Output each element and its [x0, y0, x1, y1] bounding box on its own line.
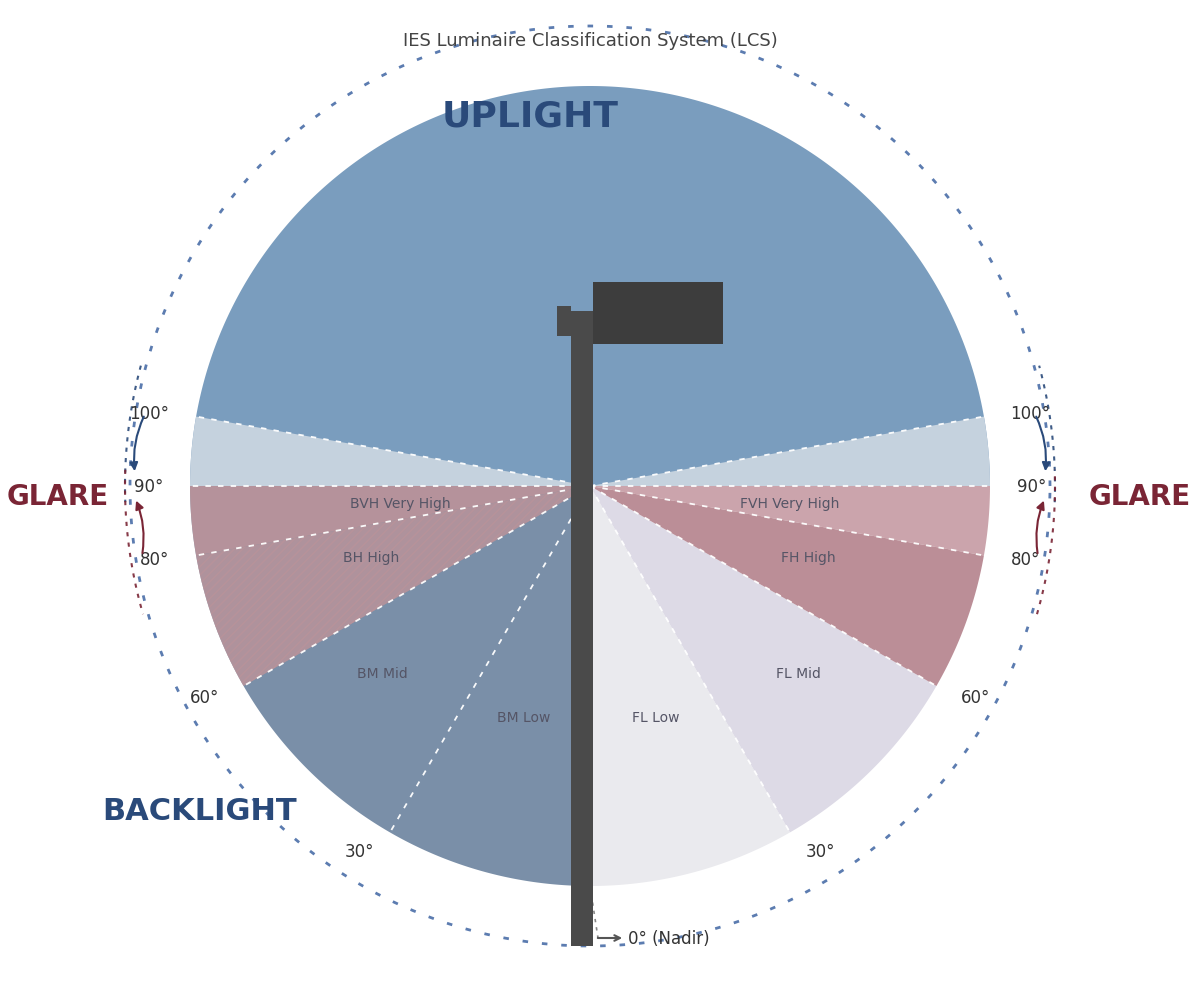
Text: FL Mid: FL Mid [775, 667, 821, 680]
Polygon shape [590, 486, 790, 886]
Text: UPLIGHT: UPLIGHT [442, 100, 618, 134]
Text: BVH Very High: BVH Very High [350, 496, 451, 510]
Text: 30°: 30° [344, 843, 374, 861]
Text: FVH Very High: FVH Very High [739, 497, 839, 511]
Polygon shape [190, 417, 590, 486]
Text: BM Mid: BM Mid [356, 667, 407, 680]
Text: 60°: 60° [190, 688, 220, 706]
Text: BACKLIGHT: BACKLIGHT [103, 797, 298, 825]
Text: 60°: 60° [960, 688, 990, 706]
Text: 90°: 90° [1018, 477, 1046, 496]
Text: BM Low: BM Low [497, 710, 551, 724]
Text: 100°: 100° [130, 404, 169, 422]
Text: GLARE: GLARE [7, 482, 109, 511]
Polygon shape [190, 486, 590, 886]
Text: 90°: 90° [133, 477, 163, 496]
Text: 0° (Nadir): 0° (Nadir) [628, 929, 709, 947]
Text: 80°: 80° [1010, 551, 1040, 569]
Text: 80°: 80° [140, 551, 169, 569]
Text: 100°: 100° [1010, 404, 1050, 422]
Bar [557, 307, 571, 336]
Text: BH High: BH High [343, 550, 400, 565]
Text: FH High: FH High [781, 550, 836, 565]
Bar [593, 283, 724, 345]
Text: GLARE: GLARE [1088, 482, 1192, 511]
Polygon shape [196, 486, 590, 686]
Text: IES Luminaire Classification System (LCS): IES Luminaire Classification System (LCS… [403, 32, 778, 50]
Text: 30°: 30° [806, 843, 835, 861]
Polygon shape [590, 417, 990, 486]
Polygon shape [590, 486, 984, 686]
Bar [571, 312, 593, 946]
Polygon shape [190, 486, 590, 556]
Text: FL Low: FL Low [632, 710, 680, 724]
Polygon shape [190, 87, 990, 486]
Polygon shape [590, 486, 990, 556]
Polygon shape [196, 486, 590, 686]
Polygon shape [590, 486, 936, 832]
